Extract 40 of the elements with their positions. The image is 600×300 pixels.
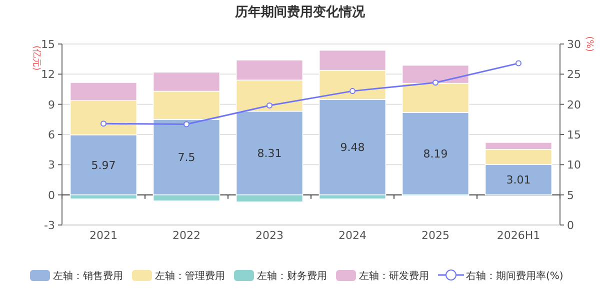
y2-tick-label: 30 xyxy=(567,38,581,51)
x-tick-label: 2023 xyxy=(256,229,284,242)
y-tick-label: 3 xyxy=(48,158,55,172)
y2-tick-label: 0 xyxy=(567,219,574,232)
point xyxy=(516,60,522,66)
y-tick-label: 9 xyxy=(48,98,55,112)
point xyxy=(100,120,106,127)
point xyxy=(266,102,272,109)
data-label: 7.5 xyxy=(178,151,196,164)
x-tick-label: 2024 xyxy=(338,229,366,242)
chart-title: 历年期间费用变化情况 xyxy=(234,4,366,20)
x-tick-label: 2021 xyxy=(90,229,118,242)
y-tick-label: 15 xyxy=(41,38,55,51)
y2-tick-label: 10 xyxy=(567,158,581,172)
data-label: 3.01 xyxy=(506,174,531,187)
y-tick-label: 6 xyxy=(48,128,55,142)
legend-label: 左轴：管理费用 xyxy=(155,270,225,282)
y2-axis-title: (%) xyxy=(584,36,594,52)
x-tick-label: 2025 xyxy=(422,229,450,242)
legend-label: 左轴：研发费用 xyxy=(359,270,429,282)
y2-tick-label: 25 xyxy=(567,68,581,82)
y-axis-title: (亿元) xyxy=(31,45,42,71)
point xyxy=(350,88,356,94)
x-tick-label: 2022 xyxy=(172,229,200,242)
y2-tick-label: 20 xyxy=(567,98,581,112)
point xyxy=(184,121,190,128)
legend-label: 左轴：财务费用 xyxy=(257,270,327,282)
data-label: 5.97 xyxy=(91,158,116,172)
y2-tick-label: 15 xyxy=(567,128,581,142)
data-label: 8.31 xyxy=(257,147,282,160)
point xyxy=(432,80,438,86)
legend-label: 右轴：期间费用率(%) xyxy=(466,270,564,282)
x-tick-label: 2026H1 xyxy=(496,229,540,242)
y2-tick-label: 5 xyxy=(567,188,574,202)
y-tick-label: 0 xyxy=(48,188,55,202)
legend-label: 左轴：销售费用 xyxy=(53,270,123,282)
y-tick-label: 12 xyxy=(41,68,55,82)
y-tick-label: -3 xyxy=(44,219,55,232)
data-label: 9.48 xyxy=(340,141,365,154)
data-label: 8.19 xyxy=(423,148,448,161)
